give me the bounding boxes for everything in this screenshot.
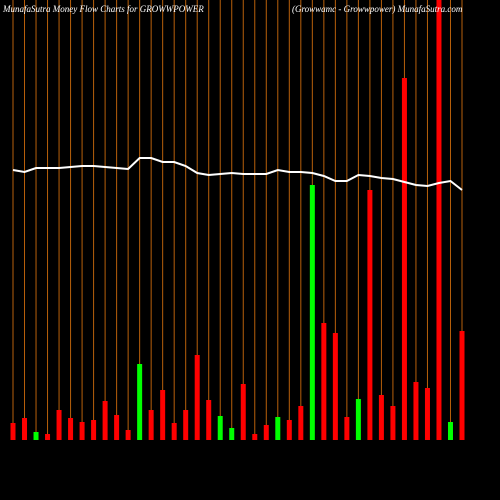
bar [125, 430, 131, 440]
bar [56, 410, 62, 440]
bar [263, 425, 269, 440]
bar [309, 185, 315, 440]
chart-title: MunafaSutra Money Flow Charts for GROWWP… [2, 4, 204, 14]
bar [298, 406, 304, 440]
bar [459, 331, 465, 440]
bar [447, 422, 453, 440]
bar [114, 415, 120, 440]
bar [160, 390, 166, 440]
bar [79, 422, 85, 440]
bar [344, 417, 350, 440]
bar [321, 323, 327, 440]
bar [45, 434, 51, 440]
bar [206, 400, 212, 440]
bar [217, 416, 223, 440]
bar [286, 420, 292, 440]
bar [137, 364, 143, 440]
bar [171, 423, 177, 440]
bar [22, 418, 28, 440]
bar [33, 432, 39, 440]
bar [367, 190, 373, 440]
bar [355, 399, 361, 440]
bar [183, 410, 189, 440]
plot-area [10, 0, 465, 440]
bar [148, 410, 154, 440]
bar [401, 78, 407, 440]
bar [240, 384, 246, 440]
bar [10, 423, 16, 440]
bar [252, 434, 258, 440]
bar [275, 417, 281, 440]
bar [390, 406, 396, 440]
line [12, 157, 463, 191]
bar [332, 333, 338, 440]
bar [102, 401, 108, 440]
bar [378, 395, 384, 440]
bar [91, 420, 97, 440]
bar [194, 355, 200, 440]
chart-subtitle: (Growwamc - Growwpower) MunafaSutra.com [292, 4, 463, 14]
bar [436, 0, 442, 440]
bar [424, 388, 430, 440]
bar [413, 382, 419, 440]
bar [229, 428, 235, 440]
bar [68, 418, 74, 440]
